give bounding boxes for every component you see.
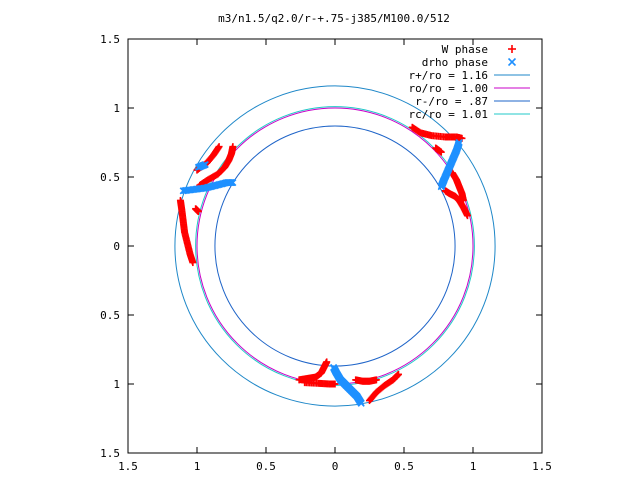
drho-phase-point (229, 178, 237, 187)
y-tick-label: 0.5 (100, 171, 120, 184)
w-phase-point (189, 259, 197, 267)
x-tick-label: 0.5 (394, 460, 414, 473)
w-phase-point (437, 148, 445, 156)
legend-label: r-/ro = .87 (415, 95, 488, 108)
chart-title: m3/n1.5/q2.0/r-+.75-j385/M100.0/512 (218, 12, 450, 25)
circle-r-ring (174, 85, 496, 407)
legend-plus-marker (508, 45, 516, 53)
y-tick-label: 1 (113, 378, 120, 391)
y-tick-label: 1.5 (100, 33, 120, 46)
x-tick-label: 1 (470, 460, 477, 473)
y-tick-label: 1 (113, 102, 120, 115)
cross-b (507, 57, 517, 67)
y-tick-label: 0.5 (100, 309, 120, 322)
x-tick-label: 1.5 (532, 460, 552, 473)
cross-b (229, 178, 237, 187)
legend-cross-marker (507, 57, 517, 67)
legend-label: drho phase (422, 56, 488, 69)
cross-b (455, 138, 463, 147)
drho-phase-point (455, 138, 463, 147)
w-phase-point (372, 376, 380, 384)
w-phase-point (394, 370, 402, 378)
cross-b (201, 161, 209, 169)
cross-b (357, 399, 365, 407)
drho-phase-point (357, 399, 365, 407)
x-tick-label: 1 (194, 460, 201, 473)
legend-label: W phase (442, 43, 488, 56)
circle-r-ring (214, 125, 456, 367)
drho-phase-point (201, 161, 209, 169)
w-phase-point (331, 380, 339, 388)
y-tick-label: 1.5 (100, 447, 120, 460)
x-tick-label: 0.5 (256, 460, 276, 473)
w-phase-point (463, 212, 471, 220)
x-tick-label: 0 (332, 460, 339, 473)
legend-label: r+/ro = 1.16 (409, 69, 488, 82)
w-phase-point (194, 208, 202, 215)
circle-ro-ring (196, 107, 474, 385)
x-tick-label: 1.5 (118, 460, 138, 473)
w-phase-point (323, 358, 331, 366)
w-phase-point (459, 196, 467, 204)
legend-label: ro/ro = 1.00 (409, 82, 488, 95)
legend-label: rc/ro = 1.01 (409, 108, 488, 121)
y-tick-label: 0 (113, 240, 120, 253)
